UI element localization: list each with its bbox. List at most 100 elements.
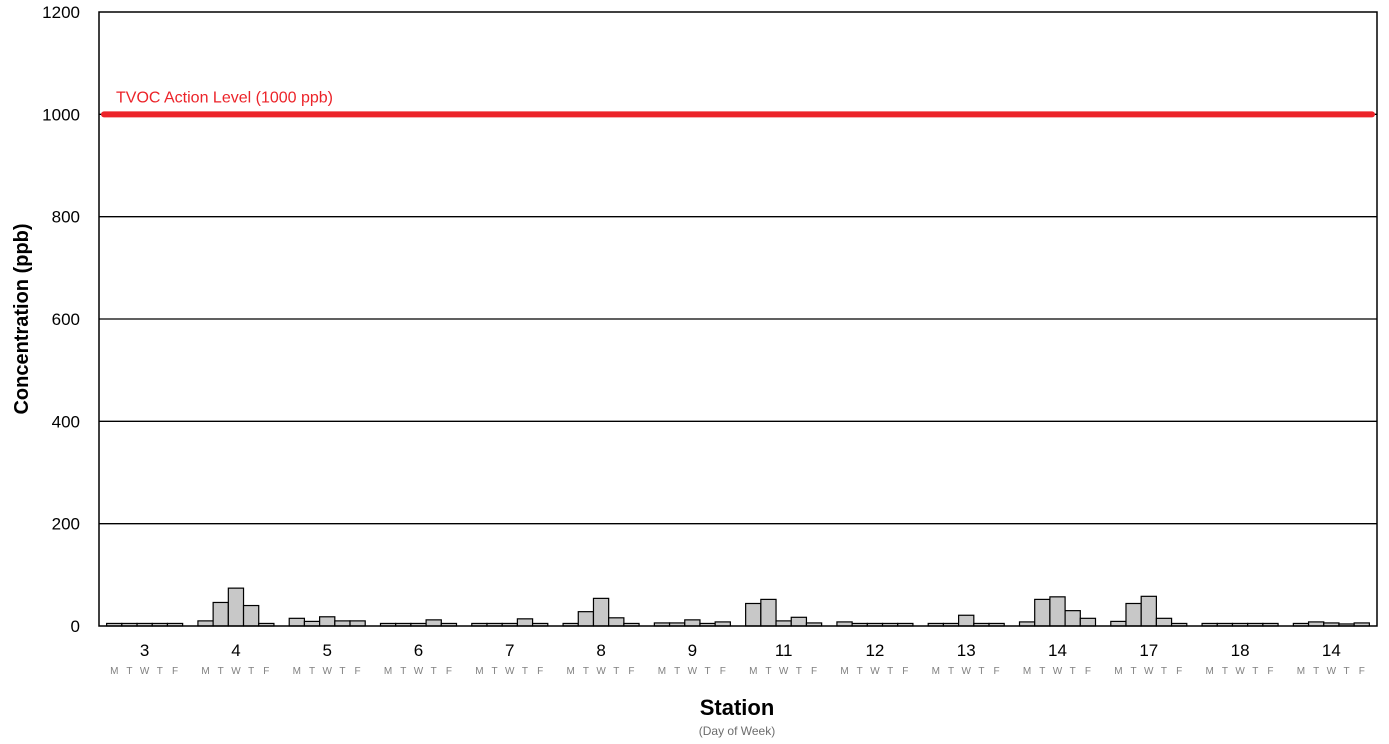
bar [1079, 617, 1097, 627]
day-label: W [1327, 666, 1337, 677]
day-label: F [811, 666, 817, 677]
day-label: W [414, 666, 424, 677]
bar [242, 604, 260, 627]
day-label: W [779, 666, 789, 677]
day-label: T [978, 666, 984, 677]
day-label: T [309, 666, 315, 677]
day-label: W [1053, 666, 1063, 677]
station-label: 8 [596, 641, 605, 660]
bar [760, 598, 777, 627]
day-label: T [583, 666, 589, 677]
day-label: T [1252, 666, 1258, 677]
bar [790, 616, 808, 627]
bar [319, 616, 336, 627]
reference-line-label: TVOC Action Level (1000 ppb) [116, 89, 333, 106]
bar [684, 619, 701, 627]
day-label: T [1344, 666, 1350, 677]
day-label: F [1085, 666, 1091, 677]
day-label: F [1176, 666, 1182, 677]
day-label: W [140, 666, 150, 677]
day-label: T [705, 666, 711, 677]
station-label: 9 [688, 641, 697, 660]
day-label: T [157, 666, 163, 677]
station-label: 14 [1048, 641, 1067, 660]
y-tick-label: 800 [52, 208, 80, 227]
station-label: 4 [231, 641, 240, 660]
day-label: M [1205, 666, 1213, 677]
day-label: T [431, 666, 437, 677]
day-label: M [1023, 666, 1031, 677]
day-label: W [1144, 666, 1154, 677]
day-label: T [248, 666, 254, 677]
bar [1049, 596, 1066, 627]
day-label: T [1161, 666, 1167, 677]
bar [212, 601, 229, 627]
y-tick-label: 600 [52, 310, 80, 329]
bar [197, 620, 214, 627]
x-axis-title: Station [700, 695, 775, 720]
bar [1155, 617, 1173, 627]
day-label: F [720, 666, 726, 677]
day-label: M [293, 666, 301, 677]
station-label: 18 [1231, 641, 1250, 660]
day-label: F [1359, 666, 1365, 677]
day-label: W [596, 666, 606, 677]
day-label: M [932, 666, 940, 677]
bar [1064, 610, 1081, 627]
day-label: T [674, 666, 680, 677]
y-axis-title: Concentration (ppb) [11, 223, 33, 414]
y-tick-label: 400 [52, 412, 80, 431]
station-label: 7 [505, 641, 514, 660]
y-tick-label: 1000 [42, 105, 80, 124]
station-label: 14 [1322, 641, 1341, 660]
reference-line-group: TVOC Action Level (1000 ppb) [101, 89, 1375, 118]
y-tick-label: 0 [71, 617, 80, 636]
x-axis-subtitle: (Day of Week) [699, 724, 775, 738]
day-label: W [231, 666, 241, 677]
y-tick-labels: 0 200 400 600 800 1000 1200 [42, 3, 80, 636]
day-label: F [172, 666, 178, 677]
day-label: F [263, 666, 269, 677]
day-label: F [628, 666, 634, 677]
day-label: F [355, 666, 361, 677]
day-label: W [688, 666, 698, 677]
day-label: W [1235, 666, 1245, 677]
station-label: 17 [1139, 641, 1158, 660]
bar [1140, 595, 1157, 627]
day-label: T [857, 666, 863, 677]
day-label: M [110, 666, 118, 677]
day-label: M [475, 666, 483, 677]
bar [288, 617, 306, 627]
day-label: T [218, 666, 224, 677]
day-label: F [994, 666, 1000, 677]
bar [577, 611, 595, 627]
bar [608, 617, 625, 627]
day-label: F [446, 666, 452, 677]
bar [592, 597, 610, 627]
day-label: F [1267, 666, 1273, 677]
day-label: F [902, 666, 908, 677]
day-label: M [1297, 666, 1305, 677]
station-label: 6 [414, 641, 423, 660]
day-label: W [961, 666, 971, 677]
day-label: T [948, 666, 954, 677]
day-label: F [537, 666, 543, 677]
day-label: W [505, 666, 515, 677]
day-label: M [384, 666, 392, 677]
day-label: T [126, 666, 132, 677]
day-label: T [400, 666, 406, 677]
day-label: T [887, 666, 893, 677]
bar [775, 620, 792, 627]
day-label: W [322, 666, 332, 677]
day-label: M [658, 666, 666, 677]
day-label: T [339, 666, 345, 677]
day-label: T [492, 666, 498, 677]
bar [425, 619, 442, 627]
day-label: T [1070, 666, 1076, 677]
day-label: T [796, 666, 802, 677]
station-label: 13 [957, 641, 976, 660]
bar [1034, 598, 1051, 627]
gridlines [99, 113, 1377, 525]
day-label: T [1131, 666, 1137, 677]
